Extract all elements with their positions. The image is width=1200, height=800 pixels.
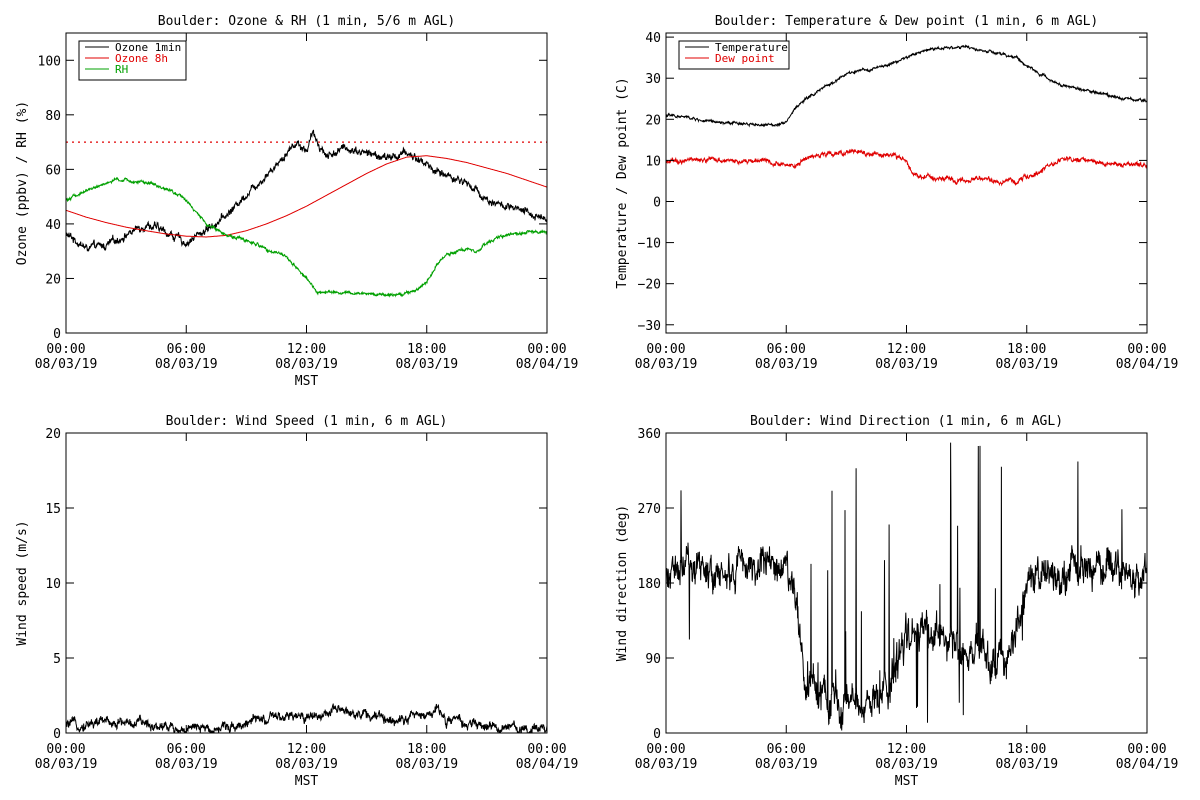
y-tick-label: 100 <box>38 54 61 69</box>
chart-temp-dew: −30−20−1001020304000:0008/03/1906:0008/0… <box>615 14 1178 372</box>
series-line-rh <box>66 176 547 298</box>
legend-label: Ozone 1min <box>115 41 181 54</box>
x-tick-label-date: 08/03/19 <box>875 357 938 372</box>
y-tick-label: 10 <box>645 154 661 169</box>
x-tick-label-date: 08/03/19 <box>635 357 698 372</box>
legend-label: Ozone 8h <box>115 52 168 65</box>
y-tick-label: −20 <box>638 278 661 293</box>
y-tick-label: 40 <box>645 31 661 46</box>
plot-frame <box>65 432 548 734</box>
y-tick-label: 0 <box>653 727 661 742</box>
y-tick-label: 5 <box>53 652 61 667</box>
chart-title: Boulder: Wind Speed (1 min, 6 m AGL) <box>166 414 448 429</box>
x-tick-label-time: 18:00 <box>407 742 446 757</box>
x-tick-label-time: 06:00 <box>167 742 206 757</box>
x-axis-label: MST <box>895 774 919 789</box>
y-tick-label: 20 <box>45 272 61 287</box>
x-tick-label-date: 08/04/19 <box>1116 357 1179 372</box>
y-tick-label: 20 <box>45 427 61 442</box>
x-tick-label-time: 12:00 <box>887 342 926 357</box>
x-tick-label-time: 00:00 <box>46 342 85 357</box>
chart-ozone-rh: 02040608010000:0008/03/1906:0008/03/1912… <box>15 14 578 389</box>
x-tick-label-time: 06:00 <box>767 742 806 757</box>
x-tick-label-time: 06:00 <box>767 342 806 357</box>
x-axis-label: MST <box>295 374 319 389</box>
x-tick-label-date: 08/03/19 <box>275 757 338 772</box>
x-tick-label-time: 18:00 <box>1007 742 1046 757</box>
legend-box <box>678 40 790 70</box>
x-tick-label-date: 08/03/19 <box>155 757 218 772</box>
x-tick-label-time: 12:00 <box>287 342 326 357</box>
series-line-ozone-8h <box>66 155 547 238</box>
y-tick-label: 0 <box>653 195 661 210</box>
x-tick-label-date: 08/03/19 <box>995 357 1058 372</box>
y-tick-label: 15 <box>45 502 61 517</box>
y-tick-label: 180 <box>638 577 661 592</box>
y-tick-label: 0 <box>53 727 61 742</box>
x-tick-label-time: 06:00 <box>167 342 206 357</box>
x-tick-label-time: 12:00 <box>287 742 326 757</box>
chart-title: Boulder: Wind Direction (1 min, 6 m AGL) <box>750 414 1063 429</box>
legend-label: RH <box>115 63 128 76</box>
x-tick-label-time: 12:00 <box>887 742 926 757</box>
x-tick-label-time: 00:00 <box>1127 342 1166 357</box>
x-tick-label-date: 08/03/19 <box>155 357 218 372</box>
plot-frame <box>665 432 1148 734</box>
x-tick-label-time: 18:00 <box>1007 342 1046 357</box>
x-tick-label-date: 08/03/19 <box>995 757 1058 772</box>
x-tick-label-date: 08/03/19 <box>635 757 698 772</box>
x-axis-label: MST <box>295 774 319 789</box>
x-tick-label-date: 08/03/19 <box>35 757 98 772</box>
series-line-ozone-1min <box>66 129 547 252</box>
y-tick-label: 10 <box>45 577 61 592</box>
x-tick-label-date: 08/03/19 <box>395 357 458 372</box>
x-tick-label-date: 08/03/19 <box>395 757 458 772</box>
legend-label: Dew point <box>715 52 775 65</box>
y-tick-label: 40 <box>45 218 61 233</box>
x-tick-label-time: 00:00 <box>527 342 566 357</box>
y-tick-label: 0 <box>53 327 61 342</box>
y-tick-label: 60 <box>45 163 61 178</box>
x-tick-label-time: 00:00 <box>646 742 685 757</box>
x-tick-label-time: 18:00 <box>407 342 446 357</box>
chart-title: Boulder: Temperature & Dew point (1 min,… <box>715 14 1099 29</box>
x-tick-label-date: 08/03/19 <box>755 757 818 772</box>
chart-wind-dir: 09018027036000:0008/03/1906:0008/03/1912… <box>615 414 1178 789</box>
y-tick-label: 360 <box>638 427 661 442</box>
x-tick-label-date: 08/03/19 <box>755 357 818 372</box>
plot-frame <box>665 32 1148 334</box>
y-tick-label: −10 <box>638 237 661 252</box>
x-tick-label-date: 08/04/19 <box>516 757 579 772</box>
x-tick-label-date: 08/04/19 <box>516 357 579 372</box>
y-tick-label: 270 <box>638 502 661 517</box>
y-tick-label: 20 <box>645 113 661 128</box>
y-axis-label: Wind direction (deg) <box>615 505 630 662</box>
y-tick-label: −30 <box>638 319 661 334</box>
x-tick-label-date: 08/04/19 <box>1116 757 1179 772</box>
x-tick-label-date: 08/03/19 <box>35 357 98 372</box>
chart-wind-speed: 0510152000:0008/03/1906:0008/03/1912:000… <box>15 414 578 789</box>
x-tick-label-time: 00:00 <box>1127 742 1166 757</box>
y-tick-label: 80 <box>45 109 61 124</box>
series-line-dew-point <box>666 148 1147 187</box>
y-axis-label: Temperature / Dew point (C) <box>615 77 630 288</box>
chart-title: Boulder: Ozone & RH (1 min, 5/6 m AGL) <box>158 14 455 29</box>
series-line-temperature <box>666 44 1147 128</box>
x-tick-label-time: 00:00 <box>646 342 685 357</box>
legend-label: Temperature <box>715 41 788 54</box>
y-axis-label: Ozone (ppbv) / RH (%) <box>15 101 30 265</box>
x-tick-label-date: 08/03/19 <box>875 757 938 772</box>
y-axis-label: Wind speed (m/s) <box>15 520 30 645</box>
y-tick-label: 90 <box>645 652 661 667</box>
y-tick-label: 30 <box>645 72 661 87</box>
x-tick-label-time: 00:00 <box>527 742 566 757</box>
x-tick-label-time: 00:00 <box>46 742 85 757</box>
series-line-wind-dir <box>666 442 1147 731</box>
series-line-wind-speed <box>66 703 547 733</box>
x-tick-label-date: 08/03/19 <box>275 357 338 372</box>
